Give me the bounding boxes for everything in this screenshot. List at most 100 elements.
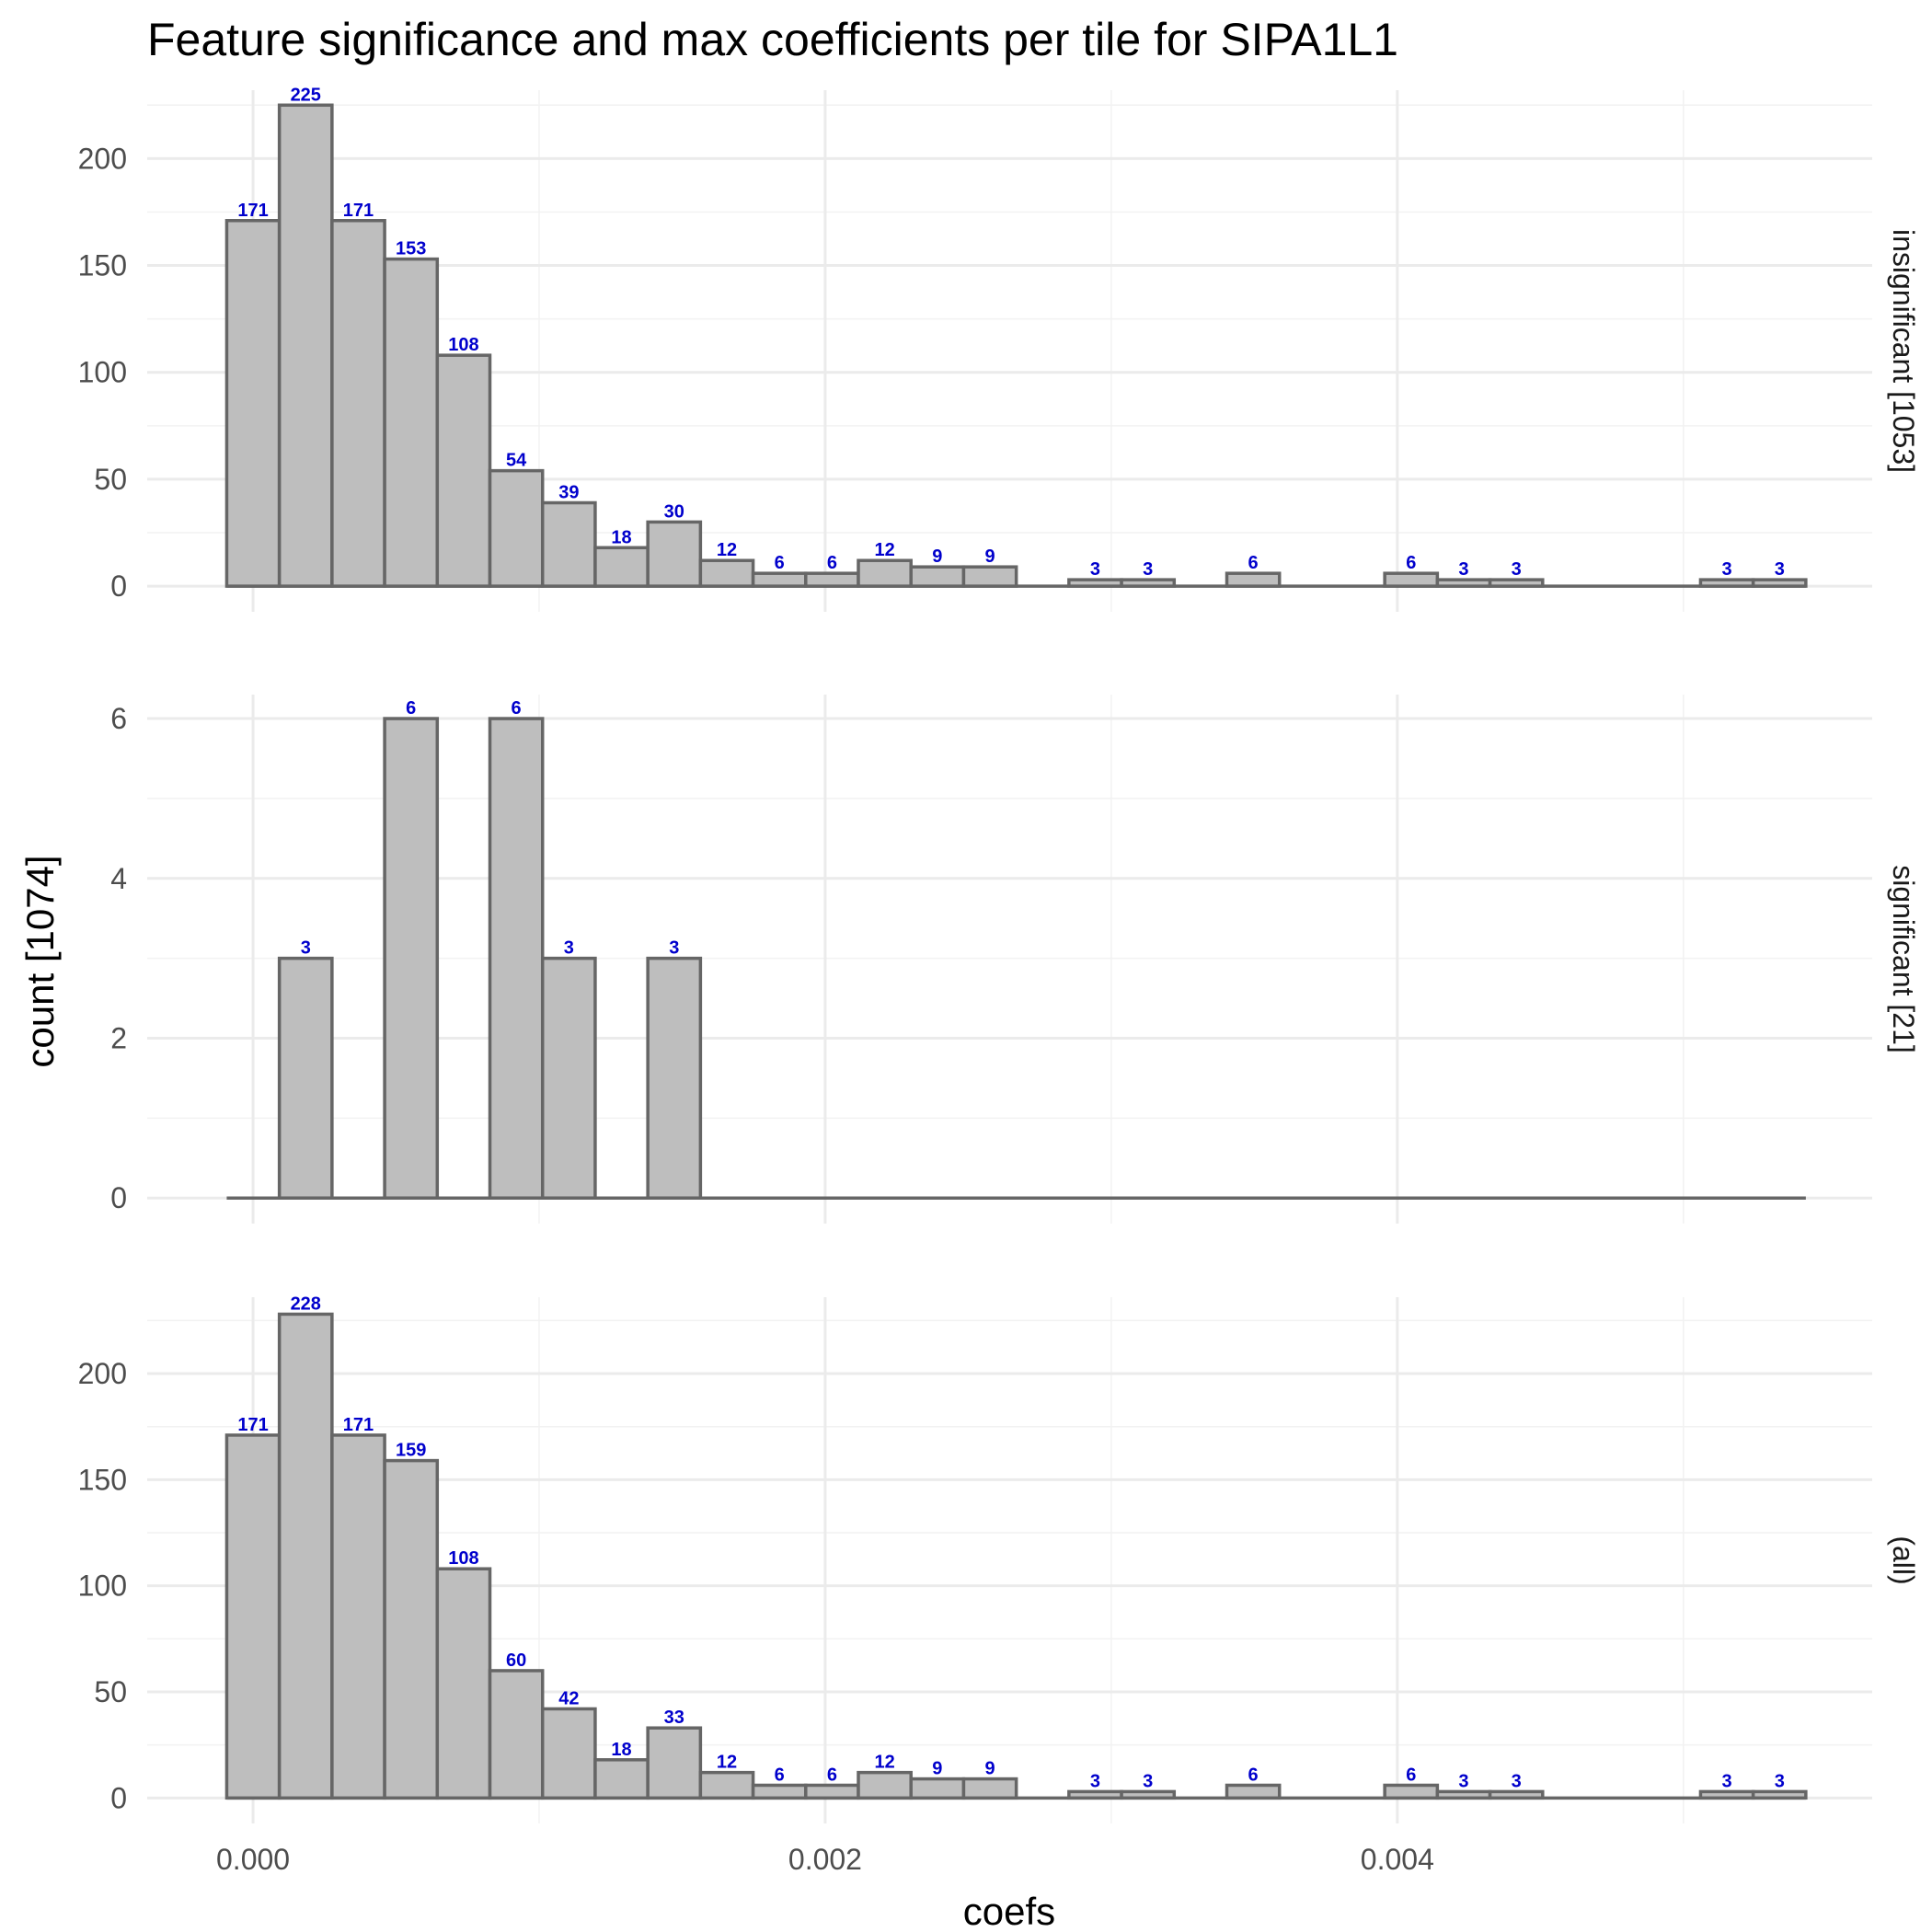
bar-count-label: 108 [448,1548,478,1569]
histogram-bar [1383,1783,1440,1800]
facet-strip-label: (all) [1887,1535,1920,1584]
bar-count-label: 6 [512,698,522,719]
histogram-bar [277,103,334,588]
y-tick-label: 150 [78,249,127,282]
histogram-bar [1067,1789,1123,1800]
y-tick-label: 100 [78,356,127,389]
bar-count-label: 9 [984,1759,995,1779]
facet-panel: 0 2 4 6 3 6 6 3 3 significant [21] [110,695,1920,1224]
histogram-bar [961,565,1018,588]
bar-count-label: 6 [406,698,416,719]
histogram-bar [1120,578,1177,588]
histogram-bar [593,1758,650,1800]
y-tick-label: 100 [78,1570,127,1603]
histogram-bar [961,1777,1018,1800]
bar-count-label: 3 [1143,559,1153,580]
histogram-bar [593,546,650,588]
chart-title: Feature significance and max coefficient… [147,14,1398,65]
bar-count-label: 33 [664,1708,684,1728]
bar-count-label: 9 [984,546,995,567]
histogram-bar [488,468,545,588]
bar-count-label: 30 [664,501,684,522]
histogram-bar [1488,578,1545,588]
histogram-bar [646,520,703,588]
histogram-bar [1698,578,1755,588]
x-tick-label: 0.004 [1361,1843,1434,1876]
histogram-bar [224,1433,282,1800]
histogram-bar [277,1312,334,1800]
x-tick-label: 0.000 [216,1843,290,1876]
histogram-bar [540,1707,597,1800]
histogram-bar [909,1777,966,1800]
histogram-bar [646,956,703,1200]
histogram-bar [1383,571,1440,588]
bar-count-label: 6 [827,1765,837,1785]
histogram-bar [1751,1789,1808,1800]
y-axis-title: count [1074] [18,855,62,1067]
histogram-bar [277,956,334,1200]
histogram-bar [804,571,860,588]
histogram-bar [1225,571,1282,588]
bar-count-label: 6 [1248,553,1259,573]
histogram-bar [435,1567,492,1800]
y-tick-label: 150 [78,1463,127,1496]
facet-strip-label: significant [21] [1887,865,1920,1053]
y-tick-label: 50 [94,1675,127,1708]
histogram-bar [1751,578,1808,588]
bar-count-label: 3 [564,938,574,959]
bar-count-label: 12 [874,1753,894,1773]
bar-count-label: 39 [558,482,579,502]
bar-count-label: 12 [717,540,737,560]
histogram-bar [909,565,966,588]
bar-count-label: 6 [1248,1765,1259,1785]
histogram-bar [1488,1789,1545,1800]
bar-count-label: 18 [611,527,631,547]
histogram-bar [383,717,440,1200]
histogram-bar [804,1783,860,1800]
histogram-bar [488,1669,545,1800]
x-tick-label: 0.002 [788,1843,862,1876]
histogram-bar [383,1458,440,1800]
histogram-bar [857,1770,913,1800]
y-tick-label: 200 [78,1357,127,1390]
bar-count-label: 3 [1458,559,1468,580]
bar-count-label: 6 [1406,553,1416,573]
histogram-bar [224,219,282,588]
y-tick-label: 200 [78,142,127,175]
bar-count-label: 6 [1406,1765,1416,1785]
bar-count-label: 18 [611,1740,631,1760]
bar-count-label: 153 [396,239,426,259]
bar-count-label: 171 [343,1415,374,1435]
y-tick-label: 0 [110,1781,127,1814]
histogram-bar [383,257,440,588]
y-tick-label: 0 [110,1181,127,1214]
bar-count-label: 3 [1721,559,1731,580]
bar-count-label: 3 [1775,559,1785,580]
bar-count-label: 228 [291,1294,321,1314]
bar-count-label: 171 [343,201,374,221]
histogram-bar [1698,1789,1755,1800]
histogram-bar [1435,578,1492,588]
histogram-bar [857,558,913,588]
histogram-bar [1225,1783,1282,1800]
histogram-bar [330,1433,386,1800]
bar-count-label: 3 [669,938,679,959]
histogram-bar [646,1726,703,1800]
bar-count-label: 3 [1721,1771,1731,1791]
histogram-bar [698,1770,755,1800]
histogram-bar [751,571,808,588]
histogram-bar [488,717,545,1200]
bar-count-label: 42 [558,1688,579,1708]
bar-count-label: 9 [932,1759,942,1779]
bar-count-label: 54 [506,451,527,471]
bar-count-label: 108 [448,335,478,355]
y-tick-label: 6 [110,702,127,735]
bar-count-label: 9 [932,546,942,567]
bar-count-label: 6 [775,1765,785,1785]
y-tick-label: 50 [94,463,127,496]
bar-count-label: 225 [291,85,321,105]
bar-count-label: 3 [1090,559,1100,580]
bar-count-label: 3 [1775,1771,1785,1791]
